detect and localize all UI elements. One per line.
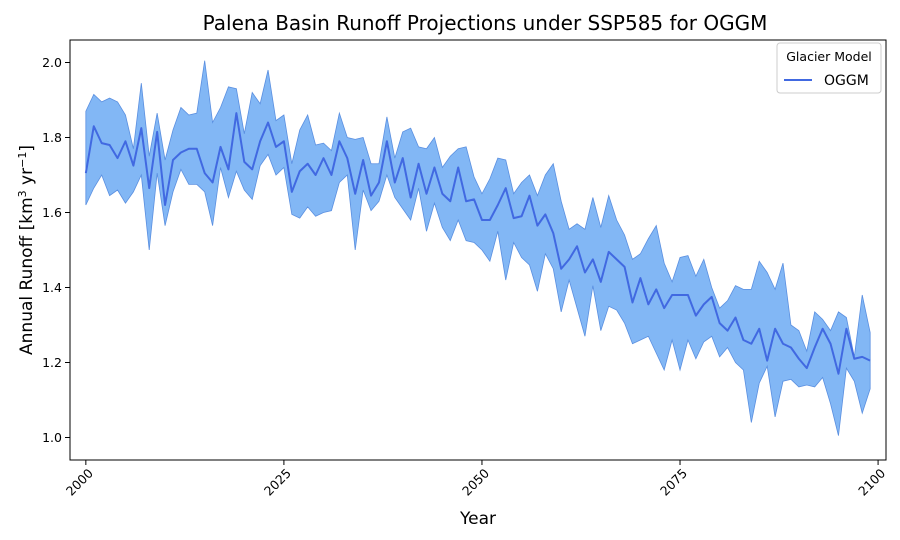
legend: Glacier Model OGGM — [776, 42, 882, 94]
y-tick-label: 1.8 — [42, 130, 62, 145]
y-tick-label: 2.0 — [42, 55, 62, 70]
x-tick-label: 2050 — [459, 465, 492, 498]
y-axis-label-superscript: 3 — [16, 190, 29, 197]
y-tick-label: 1.6 — [42, 205, 62, 220]
plot-area — [69, 39, 887, 461]
chart-title: Palena Basin Runoff Projections under SS… — [203, 11, 768, 35]
y-axis-label: Annual Runoff [km3 yr−1] — [16, 145, 37, 355]
y-axis: 1.0 1.2 1.4 1.6 1.8 2.0 — [42, 55, 70, 445]
plot-frame — [69, 39, 887, 461]
y-axis-label-part: Annual Runoff [km — [17, 197, 37, 355]
y-tick-label: 1.2 — [42, 355, 62, 370]
legend-title: Glacier Model — [786, 49, 872, 64]
x-tick-label: 2075 — [657, 466, 690, 499]
x-tick-label: 2000 — [63, 465, 96, 498]
y-tick-label: 1.4 — [42, 280, 62, 295]
x-tick-label: 2025 — [261, 466, 294, 499]
y-axis-label-superscript: −1 — [16, 152, 29, 168]
x-axis-label: Year — [459, 509, 496, 529]
legend-label-oggm: OGGM — [824, 73, 869, 89]
x-axis: 2000 2025 2050 2075 2100 — [63, 460, 888, 499]
y-tick-label: 1.0 — [42, 430, 62, 445]
x-tick-label: 2100 — [855, 465, 888, 498]
y-axis-label-part: ] — [17, 145, 37, 152]
runoff-mean-line — [84, 112, 871, 375]
runoff-range-band — [85, 60, 871, 436]
y-axis-label-part: yr — [17, 168, 37, 190]
